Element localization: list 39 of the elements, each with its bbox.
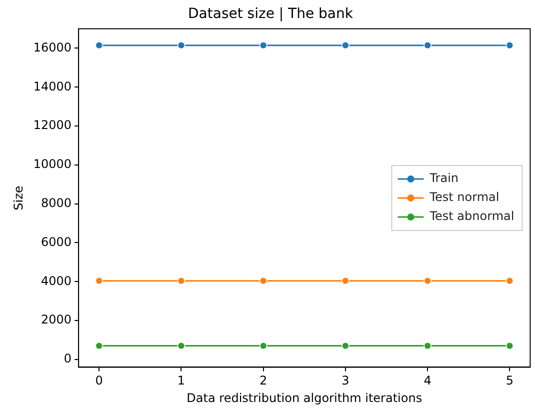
x-tick-label: 5	[506, 374, 514, 388]
y-tick-label: 16000	[33, 40, 72, 54]
point	[342, 342, 350, 350]
point	[424, 276, 432, 285]
point	[424, 342, 432, 350]
legend-label: Test abnormal	[428, 209, 514, 224]
point	[342, 41, 350, 50]
y-tick-label: 4000	[41, 274, 72, 288]
legend-label: Train	[428, 171, 459, 186]
y-tick-label: 14000	[33, 79, 72, 94]
point	[177, 41, 186, 50]
y-tick-label: 12000	[33, 118, 72, 132]
point	[506, 342, 514, 350]
point	[259, 41, 268, 50]
point	[342, 276, 350, 285]
point	[506, 41, 514, 50]
y-tick-label: 0	[64, 352, 72, 366]
point	[259, 276, 268, 285]
y-tick-label: 10000	[33, 157, 72, 172]
point	[95, 41, 104, 50]
point	[95, 276, 104, 285]
x-tick-label: 0	[95, 374, 103, 388]
x-tick-label: 3	[342, 374, 350, 388]
x-tick-label: 4	[424, 374, 432, 388]
y-tick-label: 2000	[41, 312, 72, 327]
legend-label: Test normal	[428, 190, 500, 204]
x-axis-title: Data redistribution algorithm iterations	[186, 390, 422, 405]
chart-title: Dataset size | The bank	[188, 6, 354, 22]
x-tick-label: 2	[260, 374, 268, 388]
y-tick-label: 6000	[41, 234, 72, 249]
y-axis-title: Size	[11, 186, 26, 210]
point	[95, 342, 104, 350]
point	[259, 342, 268, 350]
point	[506, 276, 514, 285]
point	[177, 276, 186, 285]
y-tick-label: 8000	[41, 196, 72, 210]
x-tick-label: 1	[177, 374, 186, 388]
point	[424, 41, 432, 50]
point	[177, 342, 186, 350]
